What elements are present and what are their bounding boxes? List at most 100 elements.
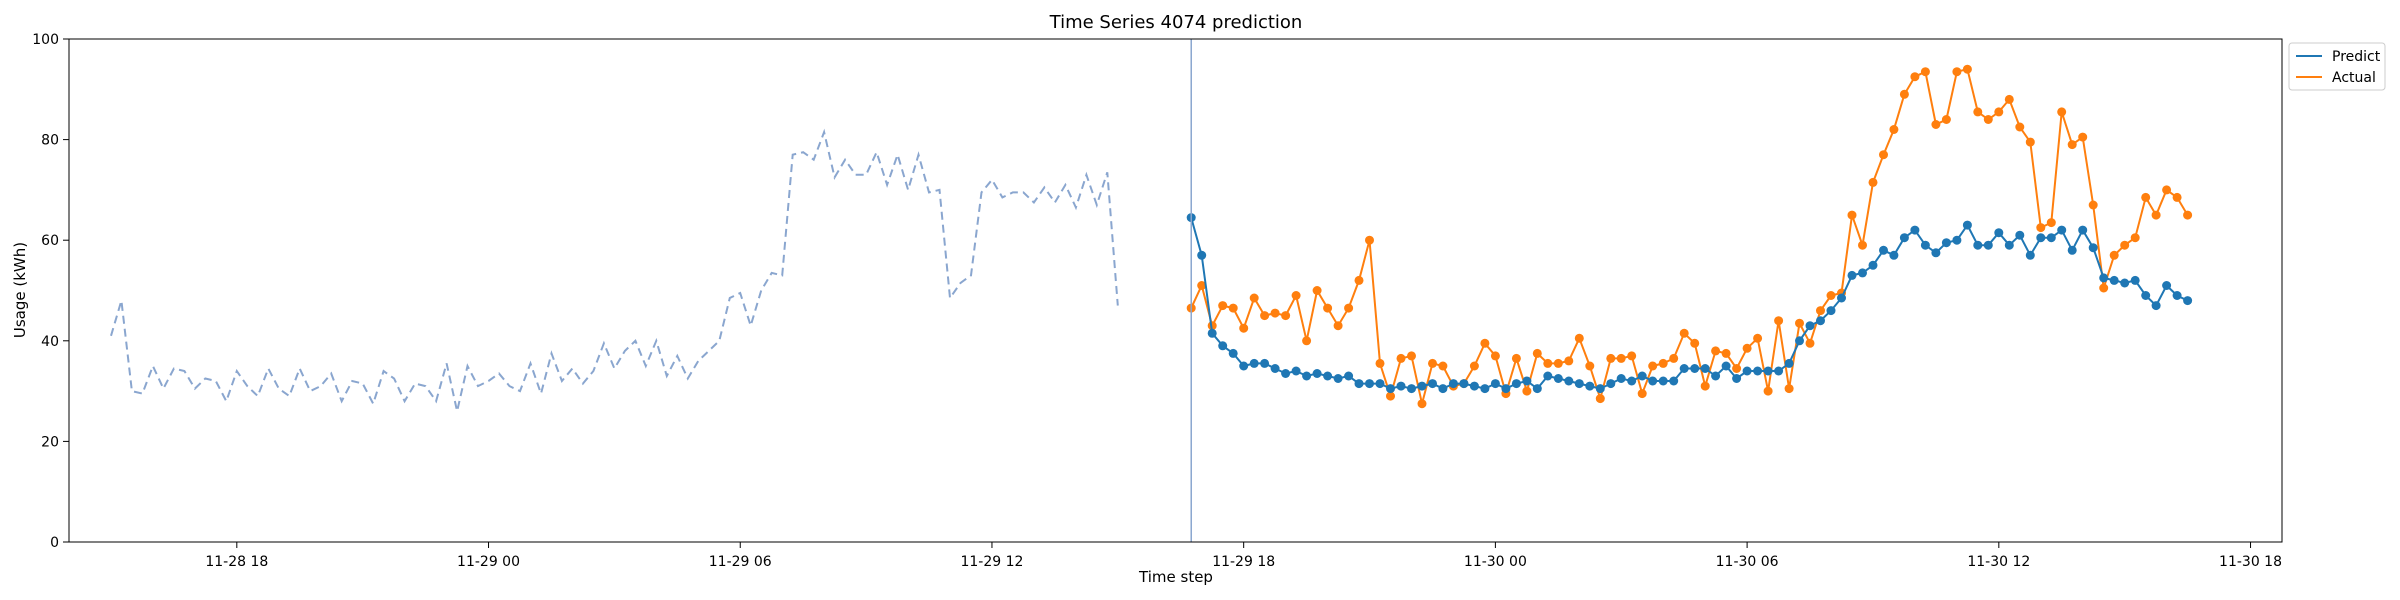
- y-axis-ticks: 0 20 40 60 80 100: [32, 32, 69, 551]
- predict-point-32: [1522, 376, 1532, 386]
- actual-point-55: [1763, 386, 1773, 396]
- predict-point-95: [2183, 296, 2193, 306]
- actual-point-63: [1847, 210, 1857, 220]
- y-tick-label-4: 80: [41, 133, 59, 149]
- predict-point-75: [1973, 240, 1983, 250]
- predict-point-90: [2130, 275, 2140, 285]
- legend-box: [2288, 42, 2386, 91]
- actual-point-78: [2004, 94, 2014, 104]
- x-tick-label-8: 11-30 18: [2219, 554, 2282, 570]
- actual-point-29: [1490, 351, 1500, 361]
- actual-point-40: [1606, 353, 1616, 363]
- predict-point-74: [1962, 220, 1972, 230]
- actual-point-68: [1899, 89, 1909, 99]
- predict-point-10: [1291, 366, 1301, 376]
- actual-point-91: [2141, 192, 2151, 202]
- predict-point-83: [2057, 225, 2067, 235]
- predict-point-40: [1606, 379, 1616, 389]
- predict-point-43: [1637, 371, 1647, 381]
- actual-point-34: [1543, 358, 1553, 368]
- predict-point-60: [1816, 316, 1825, 326]
- actual-point-4: [1228, 303, 1238, 313]
- actual-point-87: [2099, 283, 2109, 293]
- predict-point-4: [1228, 348, 1238, 358]
- x-tick-label-3: 11-29 12: [960, 554, 1023, 570]
- predict-point-25: [1448, 379, 1458, 389]
- actual-point-57: [1784, 384, 1794, 394]
- actual-point-36: [1564, 356, 1574, 366]
- actual-point-33: [1532, 348, 1542, 358]
- plot-frame: [68, 38, 2283, 543]
- predict-point-54: [1753, 366, 1763, 376]
- predict-point-22: [1417, 381, 1427, 391]
- x-tick-label-6: 11-30 06: [1716, 554, 1779, 570]
- predict-point-38: [1585, 381, 1595, 391]
- x-tick-label-0: 11-28 18: [205, 554, 268, 570]
- actual-point-92: [2151, 210, 2161, 220]
- actual-point-16: [1354, 275, 1364, 285]
- actual-point-59: [1805, 338, 1815, 348]
- x-tick-label-5: 11-30 00: [1464, 554, 1527, 570]
- actual-point-94: [2172, 192, 2182, 202]
- predict-point-77: [1994, 228, 2004, 238]
- actual-point-21: [1407, 351, 1416, 361]
- actual-point-37: [1574, 333, 1584, 343]
- actual-point-58: [1795, 318, 1804, 328]
- actual-point-65: [1868, 177, 1878, 187]
- actual-point-50: [1711, 346, 1721, 356]
- legend: Predict Actual: [2288, 42, 2386, 91]
- actual-point-54: [1753, 333, 1763, 343]
- predict-point-69: [1910, 225, 1920, 235]
- actual-point-35: [1553, 358, 1563, 368]
- predict-point-94: [2172, 291, 2182, 300]
- predict-point-7: [1260, 358, 1270, 368]
- predict-point-82: [2046, 233, 2056, 243]
- actual-point-27: [1469, 361, 1479, 371]
- actual-point-56: [1774, 316, 1784, 326]
- predict-point-1: [1197, 250, 1207, 260]
- actual-point-71: [1931, 120, 1941, 129]
- predict-point-34: [1543, 371, 1553, 381]
- predict-point-63: [1847, 270, 1857, 280]
- actual-point-45: [1658, 358, 1668, 368]
- y-tick-label-1: 20: [41, 434, 59, 450]
- actual-point-48: [1690, 338, 1700, 348]
- actual-point-38: [1585, 361, 1595, 371]
- actual-point-90: [2130, 233, 2140, 243]
- actual-point-73: [1952, 67, 1962, 77]
- predict-point-50: [1711, 371, 1721, 381]
- y-axis-title: Usage (kWh): [11, 242, 29, 338]
- series-layer: [110, 64, 2193, 412]
- predict-point-35: [1553, 374, 1563, 383]
- predict-point-78: [2004, 240, 2014, 250]
- actual-point-11: [1302, 336, 1312, 346]
- x-axis-ticks: 11-28 18 11-29 00 11-29 06 11-29 12 11-29 18…: [205, 542, 2282, 570]
- predict-point-21: [1407, 384, 1416, 394]
- y-tick-label-0: 0: [50, 535, 59, 551]
- actual-point-84: [2067, 140, 2077, 150]
- predict-point-15: [1344, 371, 1354, 381]
- actual-point-75: [1973, 107, 1983, 117]
- predict-point-61: [1826, 306, 1836, 316]
- predict-point-20: [1396, 381, 1406, 391]
- x-axis-title: Time step: [1138, 568, 1213, 586]
- actual-point-12: [1312, 286, 1322, 295]
- predict-point-36: [1564, 376, 1574, 386]
- predict-point-76: [1983, 240, 1993, 250]
- actual-point-28: [1480, 338, 1490, 348]
- actual-point-79: [2015, 122, 2025, 132]
- plot-background: [69, 39, 2282, 542]
- actual-point-60: [1816, 306, 1825, 316]
- actual-point-7: [1260, 311, 1270, 321]
- y-tick-label-3: 60: [41, 233, 59, 249]
- actual-point-77: [1994, 107, 2004, 117]
- predict-point-8: [1270, 364, 1280, 373]
- actual-point-24: [1438, 361, 1448, 371]
- predict-point-47: [1679, 364, 1689, 373]
- predict-point-92: [2151, 301, 2161, 311]
- predict-point-70: [1920, 240, 1930, 250]
- actual-point-83: [2057, 107, 2067, 117]
- predict-point-52: [1732, 374, 1742, 383]
- predict-point-84: [2067, 245, 2077, 255]
